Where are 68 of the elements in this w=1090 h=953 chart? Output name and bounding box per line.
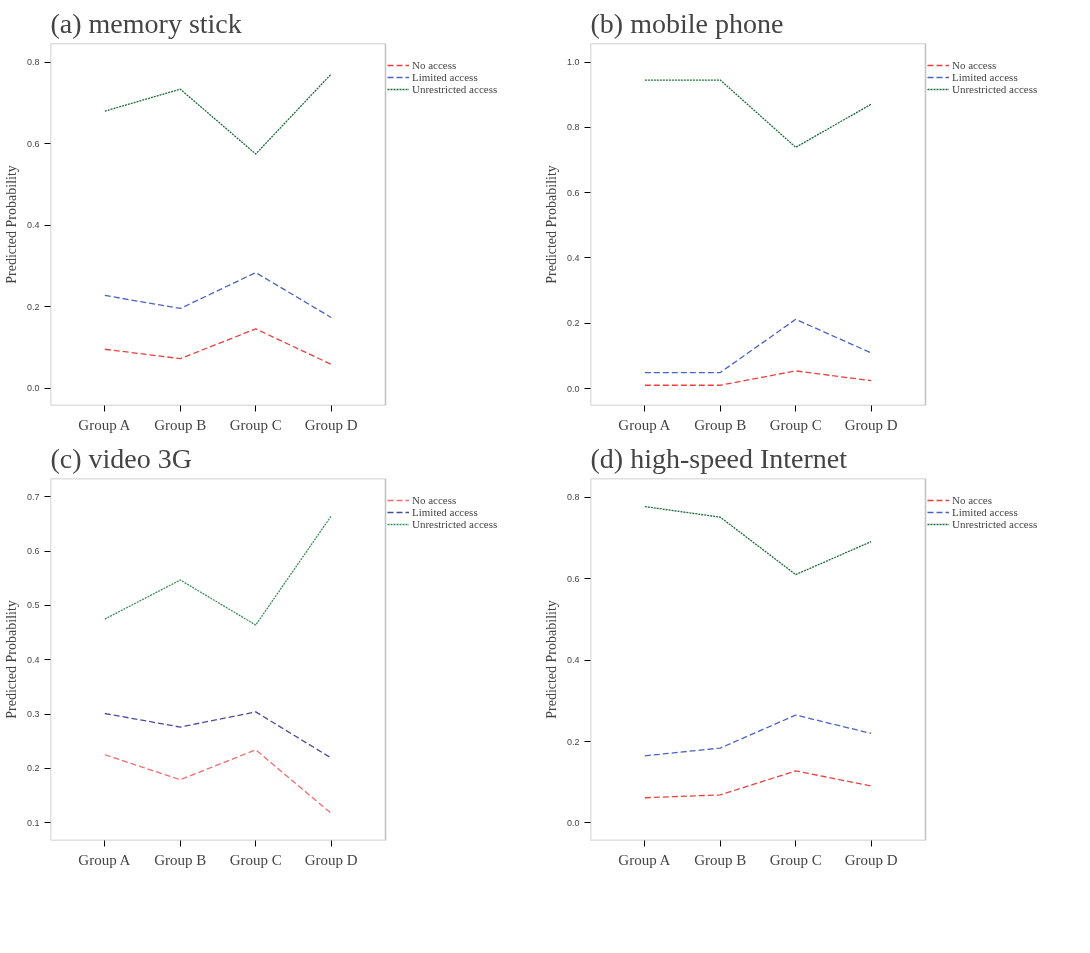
y-axis-title: Predicted Probability: [3, 600, 19, 719]
y-tick-label: 0.0: [566, 383, 580, 394]
y-tick-label: 0.8: [566, 492, 580, 503]
y-tick-label: 0.8: [26, 57, 40, 68]
x-tick-label: Group D: [304, 416, 358, 433]
line-series: [644, 770, 872, 799]
y-tick-label: 0.4: [566, 252, 580, 263]
legend-label: Limited access: [412, 71, 478, 83]
y-tick-label: 0.4: [566, 655, 580, 666]
y-tick-label: 0.4: [26, 220, 40, 231]
y-tick-label: 0.2: [26, 301, 40, 312]
legend-label: No access: [412, 494, 457, 506]
y-tick-label: 0.6: [26, 138, 40, 149]
y-tick-label: 0.4: [26, 654, 40, 665]
y-axis-title: Predicted Probability: [543, 600, 559, 719]
y-tick-label: 0.0: [566, 817, 580, 828]
line-series: [104, 328, 332, 365]
x-tick-label: Group D: [304, 851, 358, 868]
x-tick-label: Group D: [844, 416, 898, 433]
y-tick-label: 0.6: [566, 573, 580, 584]
line-series: [644, 714, 872, 757]
legend-label: No acces: [952, 494, 993, 506]
x-tick-label: Group A: [78, 851, 131, 868]
y-tick-label: 0.6: [26, 546, 40, 557]
legend-label: No access: [952, 59, 997, 71]
x-tick-label: Group B: [154, 851, 207, 868]
legend-label: Unrestricted access: [412, 83, 498, 95]
chart-title: (c) video 3G: [50, 442, 193, 474]
y-tick-label: 0.1: [26, 817, 40, 828]
line-series: [104, 271, 332, 319]
y-tick-label: 1.0: [566, 57, 580, 68]
legend-label: Unrestricted access: [412, 518, 498, 530]
y-axis-title: Predicted Probability: [3, 165, 19, 284]
x-tick-label: Group A: [78, 416, 131, 433]
y-tick-label: 0.2: [26, 763, 40, 774]
legend-label: Unrestricted access: [952, 83, 1038, 95]
y-tick-label: 0.2: [566, 736, 580, 747]
x-tick-label: Group C: [769, 416, 822, 433]
y-tick-label: 0.7: [26, 491, 40, 502]
y-tick-label: 0.0: [26, 383, 40, 394]
y-axis-title: Predicted Probability: [543, 165, 559, 284]
x-tick-label: Group C: [229, 851, 282, 868]
y-tick-label: 0.3: [26, 709, 40, 720]
line-series: [104, 711, 332, 759]
y-tick-label: 0.6: [566, 187, 580, 198]
x-tick-label: Group A: [618, 416, 671, 433]
chart-title: (a) memory stick: [50, 7, 242, 39]
x-tick-label: Group A: [618, 851, 671, 868]
y-tick-label: 0.5: [26, 600, 40, 611]
line-series: [644, 505, 872, 576]
legend-label: Limited access: [412, 506, 478, 518]
legend-label: Limited access: [952, 506, 1018, 518]
line-series: [104, 73, 332, 155]
x-tick-label: Group B: [694, 851, 747, 868]
y-tick-label: 0.8: [566, 122, 580, 133]
x-tick-label: Group D: [844, 851, 898, 868]
chart-title: (b) mobile phone: [590, 7, 784, 39]
y-tick-label: 0.2: [566, 318, 580, 329]
x-tick-label: Group B: [694, 416, 747, 433]
x-tick-label: Group C: [769, 851, 822, 868]
x-tick-label: Group B: [154, 416, 207, 433]
legend-label: No access: [412, 59, 457, 71]
line-series: [104, 515, 332, 626]
line-series: [104, 749, 332, 815]
chart-title: (d) high-speed Internet: [590, 442, 848, 474]
legend-label: Limited access: [952, 71, 1018, 83]
legend-label: Unrestricted access: [952, 518, 1038, 530]
x-tick-label: Group C: [229, 416, 282, 433]
